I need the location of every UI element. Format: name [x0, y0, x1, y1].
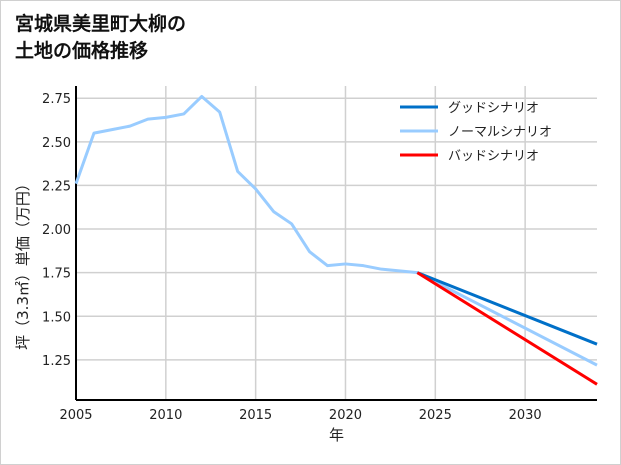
x-tick-label: 2010 [149, 408, 182, 423]
y-tick-label: 1.25 [42, 354, 71, 369]
legend-label: ノーマルシナリオ [448, 125, 552, 140]
x-tick-label: 2025 [419, 408, 452, 423]
x-tick-label: 2005 [59, 408, 92, 423]
y-tick-label: 2.00 [42, 223, 71, 238]
chart-title: 宮城県美里町大柳の 土地の価格推移 [15, 11, 186, 65]
title-line-1: 宮城県美里町大柳の [15, 13, 187, 35]
y-tick-label: 2.25 [42, 179, 71, 194]
y-tick-label: 1.50 [42, 310, 71, 325]
y-axis-label: 坪（3.3㎡）単価（万円） [14, 176, 32, 350]
title-line-2: 土地の価格推移 [15, 40, 149, 62]
legend-label: バッドシナリオ [448, 149, 539, 164]
x-tick-label: 2015 [239, 408, 272, 423]
x-axis-label: 年 [329, 426, 344, 444]
y-tick-label: 2.75 [42, 92, 71, 107]
series-line-3 [416, 271, 598, 386]
y-tick-label: 1.75 [42, 267, 71, 282]
legend-label: グッドシナリオ [448, 101, 539, 116]
series-line-1 [416, 271, 598, 346]
x-tick-label: 2030 [509, 408, 542, 423]
x-tick-label: 2020 [329, 408, 362, 423]
series-line-2 [74, 94, 598, 367]
y-tick-label: 2.50 [42, 136, 71, 151]
